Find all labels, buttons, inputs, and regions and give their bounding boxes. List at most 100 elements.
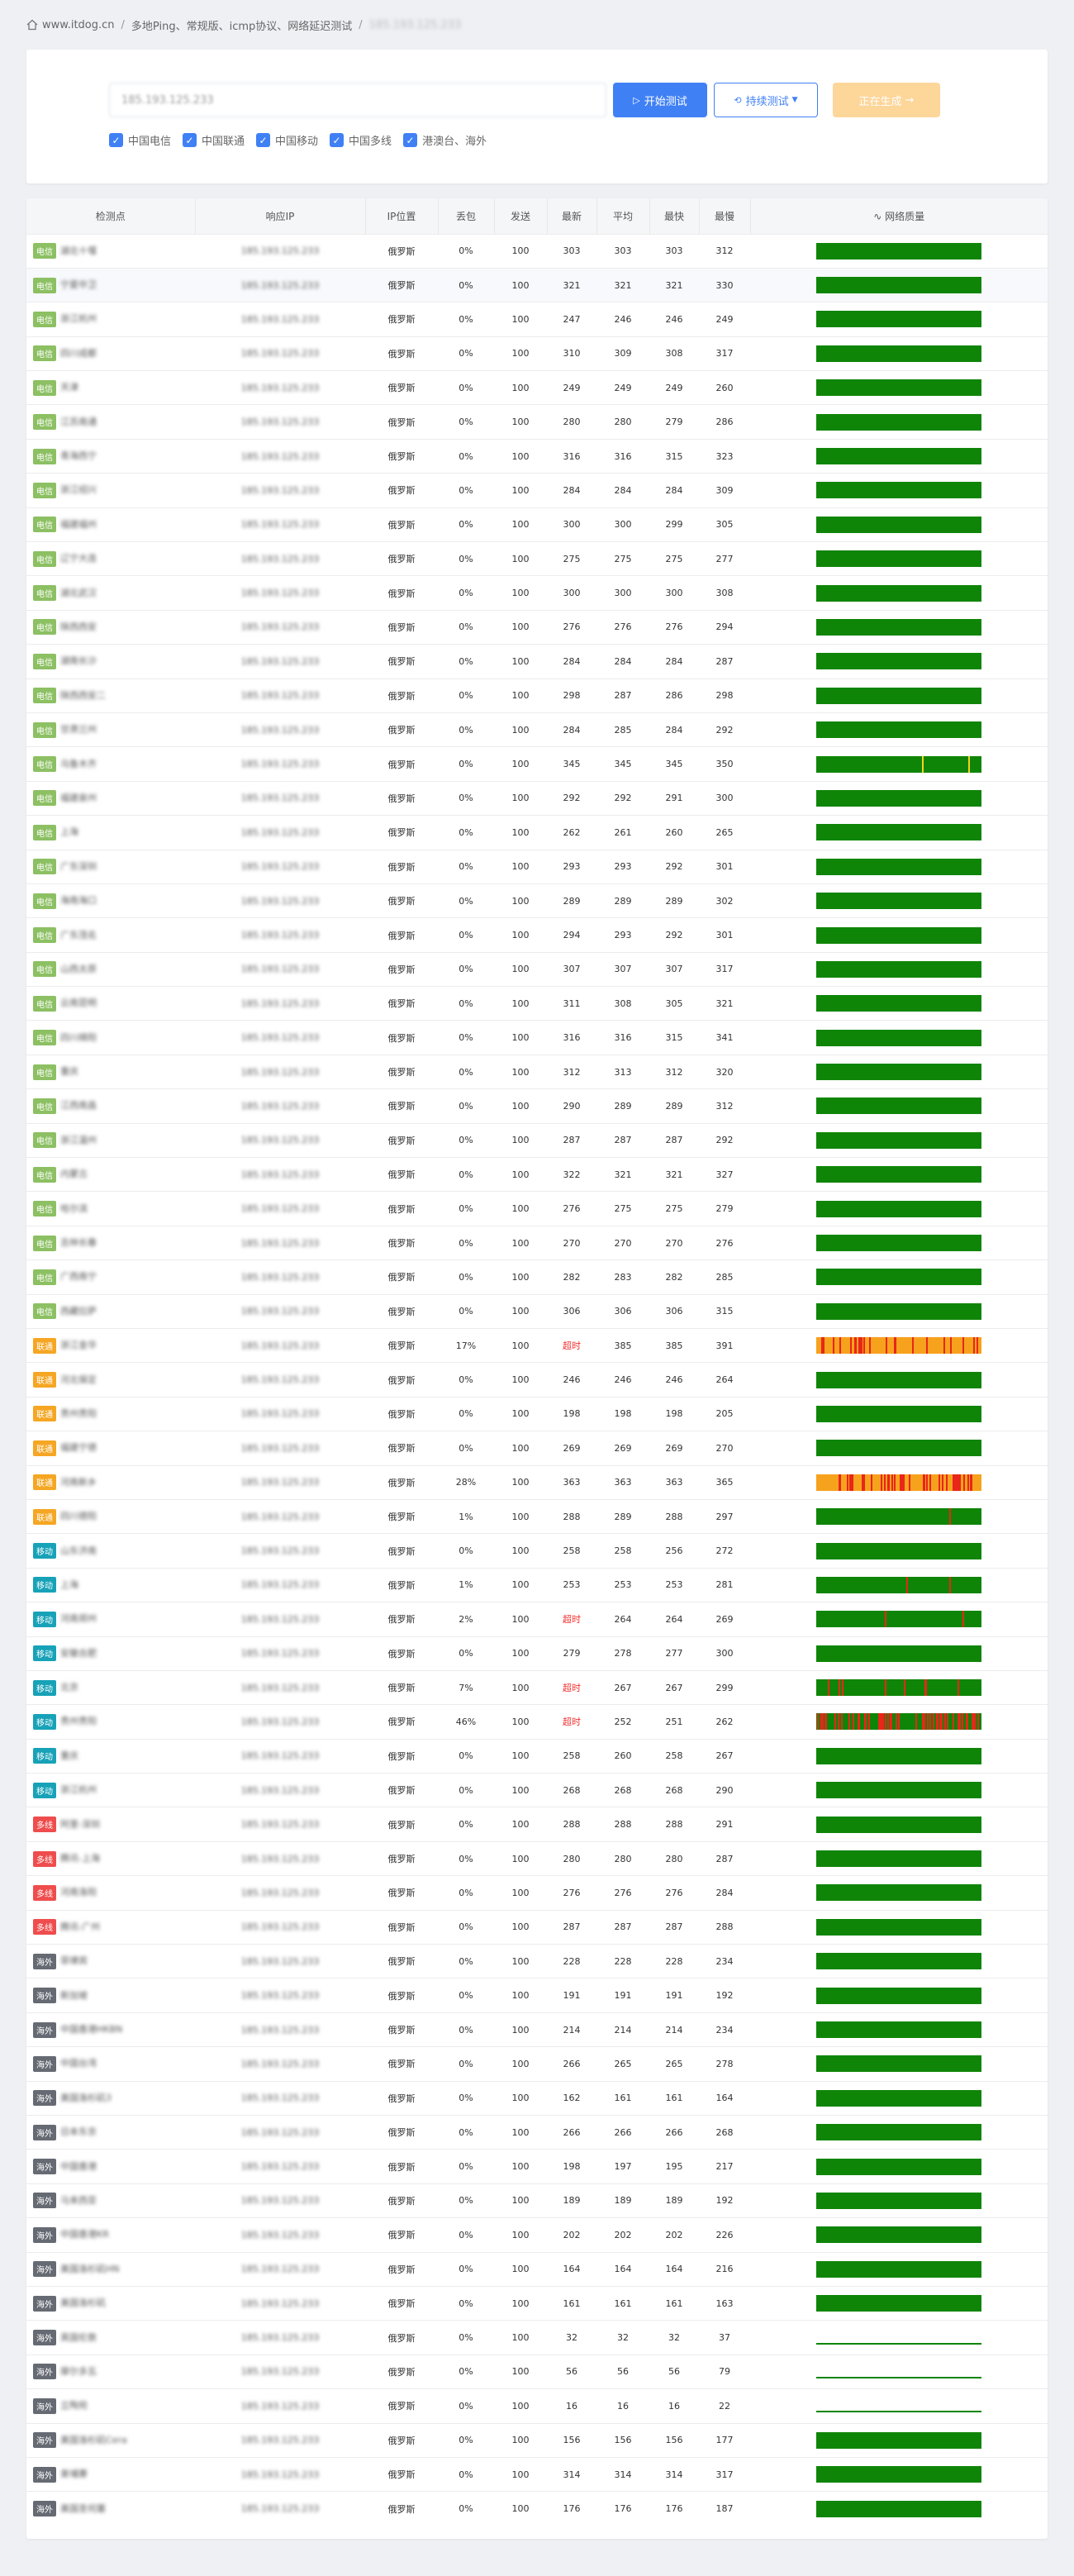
table-row[interactable]: 电信 广西南宁 185.193.125.233 俄罗斯 0% 100 282 283 282 28…: [26, 1259, 1048, 1294]
table-row[interactable]: 电信 海南海口 185.193.125.233 俄罗斯 0% 100 289 289 289 30…: [26, 883, 1048, 917]
checkmark-icon[interactable]: ✓: [330, 133, 345, 147]
table-row[interactable]: 电信 福建福州 185.193.125.233 俄罗斯 0% 100 300 300 299 30…: [26, 507, 1048, 541]
response-ip: 185.193.125.233: [240, 964, 320, 975]
table-row[interactable]: 电信 陕西西安 185.193.125.233 俄罗斯 0% 100 276 276 276 29…: [26, 610, 1048, 644]
table-row[interactable]: 电信 青海西宁 185.193.125.233 俄罗斯 0% 100 316 316 315 32…: [26, 439, 1048, 473]
table-row[interactable]: 海外 柬埔寨 185.193.125.233 俄罗斯 0% 100 314 314 314 317: [26, 2457, 1048, 2491]
table-row[interactable]: 海外 新加坡 185.193.125.233 俄罗斯 0% 100 191 191 191 192: [26, 1978, 1048, 2012]
table-row[interactable]: 移动 安徽合肥 185.193.125.233 俄罗斯 0% 100 279 278 277 30…: [26, 1636, 1048, 1670]
table-row[interactable]: 电信 天津 185.193.125.233 俄罗斯 0% 100 249 249 249 260: [26, 370, 1048, 405]
table-row[interactable]: 电信 甘肃兰州 185.193.125.233 俄罗斯 0% 100 284 285 284 29…: [26, 712, 1048, 746]
table-row[interactable]: 联通 浙江金华 185.193.125.233 俄罗斯 17% 100 超时 385 385 39…: [26, 1328, 1048, 1363]
table-row[interactable]: 移动 北京 185.193.125.233 俄罗斯 7% 100 超时 267 267 299: [26, 1670, 1048, 1704]
table-row[interactable]: 电信 西藏拉萨 185.193.125.233 俄罗斯 0% 100 306 306 306 31…: [26, 1294, 1048, 1328]
last-cell: 300: [563, 519, 581, 531]
table-row[interactable]: 移动 贵州贵阳 185.193.125.233 俄罗斯 46% 100 超时 252 251 26…: [26, 1704, 1048, 1739]
table-row[interactable]: 电信 四川成都 185.193.125.233 俄罗斯 0% 100 310 309 308 31…: [26, 336, 1048, 370]
table-row[interactable]: 电信 湖南长沙 185.193.125.233 俄罗斯 0% 100 284 284 284 28…: [26, 644, 1048, 679]
table-row[interactable]: 多线 腾讯-上海 185.193.125.233 俄罗斯 0% 100 280 280 280 2…: [26, 1841, 1048, 1875]
last-cell: 300: [563, 588, 581, 599]
isp-checkbox[interactable]: ✓ 中国电信: [109, 132, 171, 148]
table-row[interactable]: 电信 四川绵阳 185.193.125.233 俄罗斯 0% 100 316 316 315 34…: [26, 1020, 1048, 1055]
response-ip: 185.193.125.233: [240, 1032, 320, 1044]
loss-cell: 0%: [459, 759, 473, 770]
table-row[interactable]: 电信 湖北武汉 185.193.125.233 俄罗斯 0% 100 300 300 300 30…: [26, 575, 1048, 610]
continuous-test-button[interactable]: ⟲ 持续测试 ▼: [714, 83, 818, 117]
table-row[interactable]: 海外 美国洛杉矶3 185.193.125.233 俄罗斯 0% 100 162 161 161…: [26, 2081, 1048, 2115]
packet-loss-mark: [915, 1713, 917, 1731]
table-row[interactable]: 海外 中国台湾 185.193.125.233 俄罗斯 0% 100 266 265 265 27…: [26, 2046, 1048, 2081]
table-row[interactable]: 联通 河南新乡 185.193.125.233 俄罗斯 28% 100 363 363 363 3…: [26, 1465, 1048, 1499]
target-input[interactable]: [109, 83, 606, 117]
table-row[interactable]: 电信 吉林长春 185.193.125.233 俄罗斯 0% 100 270 270 270 27…: [26, 1226, 1048, 1259]
table-row[interactable]: 电信 陕西西安二 185.193.125.233 俄罗斯 0% 100 298 287 286 2…: [26, 679, 1048, 712]
table-row[interactable]: 移动 重庆 185.193.125.233 俄罗斯 0% 100 258 260 258 267: [26, 1739, 1048, 1773]
table-row[interactable]: 海外 中国香港HKBN 185.193.125.233 俄罗斯 0% 100 214 214 2…: [26, 2012, 1048, 2046]
table-row[interactable]: 移动 上海 185.193.125.233 俄罗斯 1% 100 253 253 253 281: [26, 1568, 1048, 1602]
checkmark-icon[interactable]: ✓: [183, 133, 197, 147]
table-row[interactable]: 电信 浙江温州 185.193.125.233 俄罗斯 0% 100 287 287 287 29…: [26, 1123, 1048, 1157]
table-row[interactable]: 电信 宁夏中卫 185.193.125.233 俄罗斯 0% 100 321 321 321 33…: [26, 268, 1048, 302]
checkmark-icon[interactable]: ✓: [109, 133, 123, 147]
table-row[interactable]: 电信 浙江绍兴 185.193.125.233 俄罗斯 0% 100 284 284 284 30…: [26, 473, 1048, 507]
table-row[interactable]: 海外 美国洛杉矶Cera 185.193.125.233 俄罗斯 0% 100 156 156…: [26, 2423, 1048, 2457]
table-row[interactable]: 电信 福建泉州 185.193.125.233 俄罗斯 0% 100 292 292 291 30…: [26, 781, 1048, 815]
table-row[interactable]: 电信 江苏南通 185.193.125.233 俄罗斯 0% 100 280 280 279 28…: [26, 404, 1048, 439]
checkmark-icon[interactable]: ✓: [256, 133, 271, 147]
table-row[interactable]: 海外 中国香港 185.193.125.233 俄罗斯 0% 100 198 197 195 21…: [26, 2149, 1048, 2183]
table-row[interactable]: 海外 菲律宾 185.193.125.233 俄罗斯 0% 100 228 228 228 234: [26, 1944, 1048, 1978]
table-row[interactable]: 海外 摩尔多瓦 185.193.125.233 俄罗斯 0% 100 56 56 56 79: [26, 2355, 1048, 2388]
isp-checkbox[interactable]: ✓ 中国移动: [256, 132, 318, 148]
node-cell: 移动 安徽合肥: [26, 1636, 195, 1670]
loc-cell: 俄罗斯: [387, 1101, 416, 1112]
table-row[interactable]: 联通 河北保定 185.193.125.233 俄罗斯 0% 100 246 246 246 26…: [26, 1362, 1048, 1397]
table-row[interactable]: 海外 马来西亚 185.193.125.233 俄罗斯 0% 100 189 189 189 19…: [26, 2183, 1048, 2217]
checkmark-icon[interactable]: ✓: [403, 133, 418, 147]
isp-checkbox[interactable]: ✓ 中国多线: [330, 132, 392, 148]
table-row[interactable]: 电信 广东深圳 185.193.125.233 俄罗斯 0% 100 293 293 292 30…: [26, 850, 1048, 883]
breadcrumb-item[interactable]: 多地Ping、常规版、icmp协议、网络延迟测试: [131, 20, 353, 33]
table-row[interactable]: 电信 江西南昌 185.193.125.233 俄罗斯 0% 100 290 289 289 31…: [26, 1088, 1048, 1123]
table-row[interactable]: 海外 日本东京 185.193.125.233 俄罗斯 0% 100 266 266 266 26…: [26, 2115, 1048, 2149]
isp-checkbox[interactable]: ✓ 港澳台、海外: [403, 132, 487, 148]
table-row[interactable]: 移动 河南郑州 185.193.125.233 俄罗斯 2% 100 超时 264 264 269: [26, 1602, 1048, 1636]
table-row[interactable]: 电信 上海 185.193.125.233 俄罗斯 0% 100 262 261 260 265: [26, 815, 1048, 850]
response-ip-cell: 185.193.125.233: [195, 1774, 365, 1807]
packet-loss-mark: [939, 1474, 940, 1491]
table-row[interactable]: 海外 美国圣何塞 185.193.125.233 俄罗斯 0% 100 176 176 176 1…: [26, 2491, 1048, 2526]
quality-cell: [750, 371, 1048, 405]
table-row[interactable]: 移动 山东济南 185.193.125.233 俄罗斯 0% 100 258 258 256 27…: [26, 1533, 1048, 1568]
loss-cell: 0%: [459, 1955, 473, 1967]
node-cell: 联通 福建宁德: [26, 1431, 195, 1465]
table-row[interactable]: 电信 浙江杭州 185.193.125.233 俄罗斯 0% 100 247 246 246 24…: [26, 302, 1048, 336]
table-row[interactable]: 联通 贵州贵阳 185.193.125.233 俄罗斯 0% 100 198 198 198 20…: [26, 1397, 1048, 1431]
table-row[interactable]: 多线 腾讯-广州 185.193.125.233 俄罗斯 0% 100 287 287 287 2…: [26, 1910, 1048, 1944]
table-row[interactable]: 电信 山西太原 185.193.125.233 俄罗斯 0% 100 307 307 307 31…: [26, 952, 1048, 986]
table-row[interactable]: 多线 河南洛阳 185.193.125.233 俄罗斯 0% 100 276 276 276 28…: [26, 1875, 1048, 1910]
table-row[interactable]: 电信 乌鲁木齐 185.193.125.233 俄罗斯 0% 100 345 345 345 35…: [26, 746, 1048, 781]
table-row[interactable]: 移动 浙江杭州 185.193.125.233 俄罗斯 0% 100 268 268 268 29…: [26, 1773, 1048, 1807]
start-test-button[interactable]: ▷ 开始测试: [613, 83, 707, 117]
isp-checkbox[interactable]: ✓ 中国联通: [183, 132, 245, 148]
table-row[interactable]: 联通 福建宁德 185.193.125.233 俄罗斯 0% 100 269 269 269 27…: [26, 1431, 1048, 1465]
generating-button[interactable]: 正在生成 →: [833, 83, 940, 117]
table-row[interactable]: 海外 美国洛杉矶HN 185.193.125.233 俄罗斯 0% 100 164 164 16…: [26, 2252, 1048, 2286]
breadcrumb-site[interactable]: www.itdog.cn: [42, 18, 115, 31]
table-row[interactable]: 联通 四川德阳 185.193.125.233 俄罗斯 1% 100 288 289 288 29…: [26, 1499, 1048, 1533]
last-cell: 191: [563, 1990, 581, 2002]
table-row[interactable]: 电信 湖北十堰 185.193.125.233 俄罗斯 0% 100 303 303 303 31…: [26, 234, 1048, 268]
table-row[interactable]: 海外 中国香港KR 185.193.125.233 俄罗斯 0% 100 202 202 202…: [26, 2217, 1048, 2252]
table-row[interactable]: 海外 美国洛杉矶 185.193.125.233 俄罗斯 0% 100 161 161 161 1…: [26, 2286, 1048, 2320]
quality-bar: [816, 2466, 981, 2483]
table-row[interactable]: 电信 内蒙古 185.193.125.233 俄罗斯 0% 100 322 321 321 327: [26, 1157, 1048, 1192]
table-row[interactable]: 电信 云南昆明 185.193.125.233 俄罗斯 0% 100 311 308 305 32…: [26, 986, 1048, 1021]
table-row[interactable]: 电信 哈尔滨 185.193.125.233 俄罗斯 0% 100 276 275 275 279: [26, 1191, 1048, 1226]
table-row[interactable]: 电信 重庆 185.193.125.233 俄罗斯 0% 100 312 313 312 320: [26, 1055, 1048, 1088]
table-row[interactable]: 电信 广东茂名 185.193.125.233 俄罗斯 0% 100 294 293 292 30…: [26, 917, 1048, 952]
table-row[interactable]: 多线 阿里-深圳 185.193.125.233 俄罗斯 0% 100 288 288 288 2…: [26, 1807, 1048, 1841]
home-icon[interactable]: [26, 19, 38, 31]
table-row[interactable]: 海外 立陶宛 185.193.125.233 俄罗斯 0% 100 16 16 16 22: [26, 2388, 1048, 2423]
table-row[interactable]: 海外 英国伦敦 185.193.125.233 俄罗斯 0% 100 32 32 32 37: [26, 2320, 1048, 2355]
table-row[interactable]: 电信 辽宁大连 185.193.125.233 俄罗斯 0% 100 275 275 275 27…: [26, 541, 1048, 576]
avg-cell: 270: [614, 1237, 632, 1249]
